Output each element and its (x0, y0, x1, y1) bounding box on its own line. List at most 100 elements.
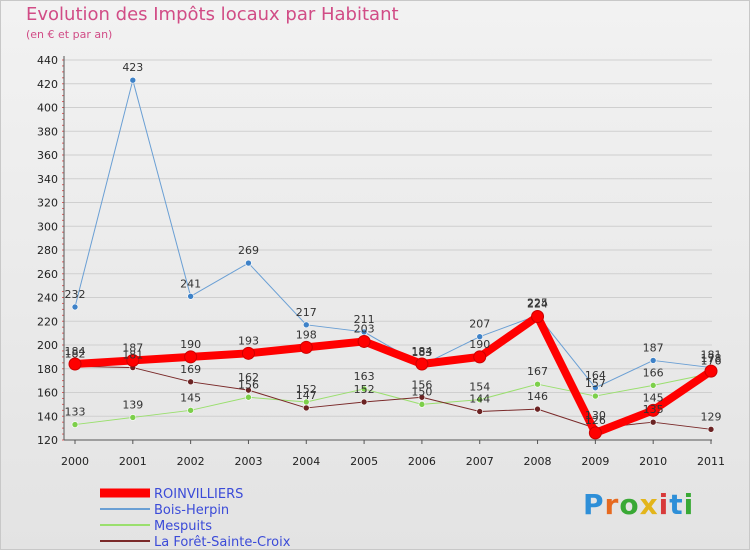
data-point (473, 350, 487, 364)
series-line-2 (74, 373, 712, 426)
x-tick-label: 2000 (61, 455, 89, 468)
data-label: 150 (411, 385, 432, 398)
series-line-3 (74, 365, 712, 430)
legend-label: ROINVILLIERS (154, 487, 243, 502)
data-label: 198 (296, 328, 317, 341)
y-tick-label: 260 (37, 268, 58, 281)
data-point (302, 321, 310, 329)
data-label: 193 (238, 334, 259, 347)
proxiti-logo: Proxiti (583, 488, 695, 521)
data-label: 423 (122, 61, 143, 74)
data-label: 164 (585, 369, 606, 382)
data-label: 129 (701, 410, 722, 423)
data-label: 162 (238, 371, 259, 384)
chart-subtitle: (en € et par an) (26, 28, 113, 41)
series-line-0 (71, 312, 715, 437)
data-point (129, 414, 137, 421)
data-label: 135 (643, 403, 664, 416)
data-point (592, 384, 599, 392)
y-tick-label: 360 (37, 149, 58, 162)
legend-label: La Forêt-Sainte-Croix (154, 535, 291, 550)
data-point (71, 303, 79, 311)
x-tick-label: 2010 (639, 455, 667, 468)
y-tick-label: 240 (37, 292, 58, 305)
data-label: 224 (527, 298, 548, 311)
data-point (418, 393, 426, 401)
data-label: 232 (65, 288, 86, 301)
data-point (476, 396, 484, 403)
y-tick-label: 280 (37, 244, 58, 257)
data-label: 145 (180, 391, 201, 404)
data-label: 181 (701, 349, 722, 362)
data-label: 157 (585, 377, 606, 390)
data-label: 156 (238, 378, 259, 391)
data-point (649, 382, 657, 389)
data-point (71, 421, 79, 428)
data-label: 156 (411, 378, 432, 391)
chart-title: Evolution des Impôts locaux par Habitant (26, 4, 399, 25)
data-point (245, 259, 252, 267)
data-label: 217 (296, 306, 317, 319)
data-label: 126 (585, 414, 606, 427)
y-tick-label: 380 (37, 125, 58, 138)
x-tick-label: 2006 (408, 455, 436, 468)
data-label: 166 (643, 366, 664, 379)
data-point (126, 353, 140, 367)
data-point (68, 357, 82, 371)
data-point (187, 378, 194, 386)
data-label: 163 (354, 370, 375, 383)
data-label: 241 (180, 277, 201, 290)
data-point (184, 350, 198, 364)
data-point (241, 346, 255, 360)
data-label: 203 (354, 322, 375, 335)
series-line-1 (74, 79, 712, 389)
data-point (187, 407, 194, 414)
x-tick-label: 2004 (292, 455, 320, 468)
data-label: 146 (527, 390, 548, 403)
x-tick-label: 2001 (119, 455, 147, 468)
data-label: 178 (701, 352, 722, 365)
data-point (476, 333, 484, 340)
legend-label: Mespuits (154, 519, 212, 534)
data-point (476, 408, 484, 415)
data-label: 130 (585, 409, 606, 422)
y-tick-label: 300 (37, 220, 58, 233)
x-tick-label: 2002 (177, 455, 205, 468)
data-point (592, 392, 599, 400)
y-tick-label: 200 (37, 339, 58, 352)
x-tick-label: 2003 (234, 455, 262, 468)
data-point (588, 426, 602, 440)
data-label: 183 (411, 346, 432, 359)
data-point (302, 404, 310, 412)
data-label: 147 (296, 389, 317, 402)
data-point (646, 403, 660, 417)
data-label: 190 (469, 338, 490, 351)
data-point (649, 418, 657, 426)
data-label: 184 (411, 345, 432, 358)
data-label: 139 (122, 398, 143, 411)
y-tick-label: 120 (37, 434, 58, 447)
legend-label: Bois-Herpin (154, 503, 229, 518)
data-label: 145 (643, 391, 664, 404)
data-point (415, 357, 429, 371)
y-tick-label: 320 (37, 197, 58, 210)
y-tick-label: 180 (37, 363, 58, 376)
x-tick-label: 2007 (466, 455, 494, 468)
data-point (704, 364, 718, 378)
x-tick-label: 2011 (697, 455, 725, 468)
y-tick-label: 440 (37, 54, 58, 67)
y-tick-label: 160 (37, 387, 58, 400)
data-label: 211 (354, 313, 375, 326)
data-label: 154 (469, 381, 490, 394)
series-group (68, 76, 718, 440)
data-point (360, 398, 368, 406)
data-label: 152 (296, 383, 317, 396)
data-label: 169 (180, 363, 201, 376)
data-label: 133 (65, 406, 86, 419)
data-point (245, 386, 252, 394)
data-point (357, 334, 371, 348)
grid-lines (64, 59, 712, 441)
data-point (418, 401, 426, 408)
